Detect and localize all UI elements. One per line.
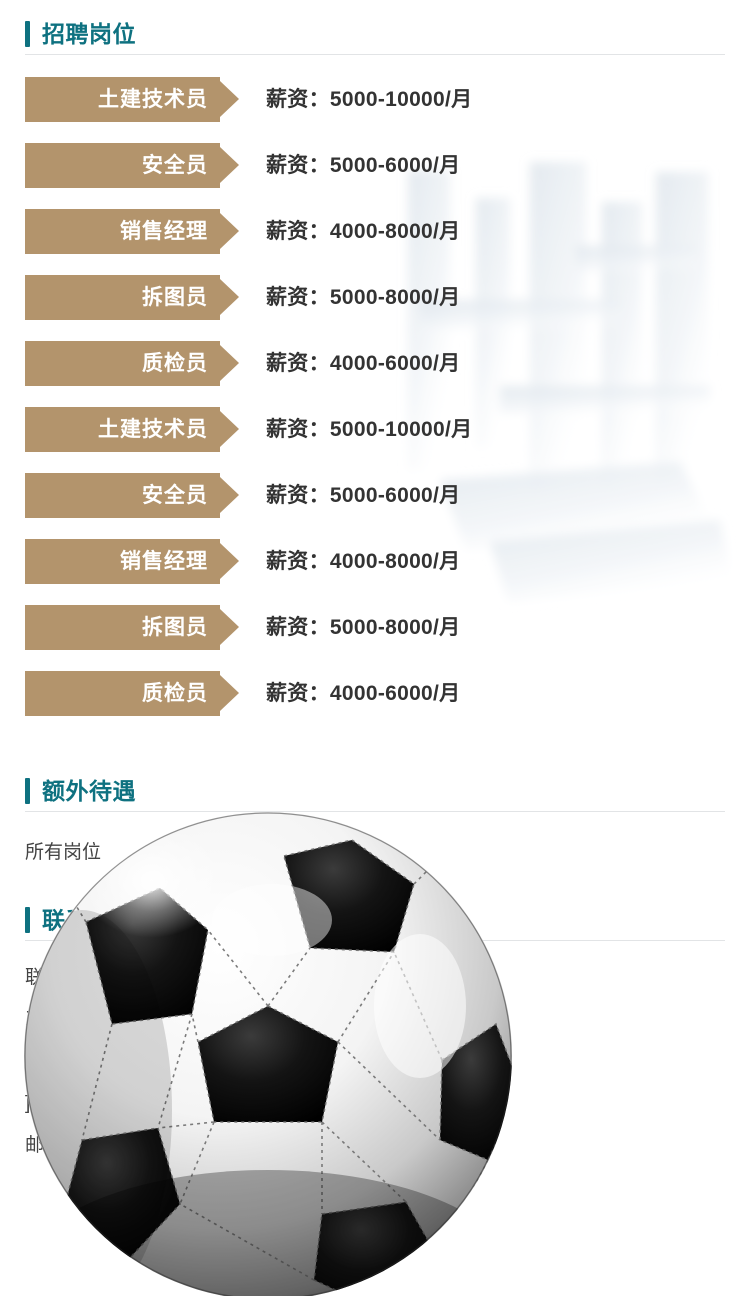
contact-heading-text: 联系方式 xyxy=(42,906,136,933)
heading-accent-bar xyxy=(25,907,30,933)
jobs-heading-text: 招聘岗位 xyxy=(42,20,136,47)
job-title: 安全员 xyxy=(142,154,208,177)
job-row[interactable]: 土建技术员 薪资：5000-10000/月 xyxy=(0,77,750,122)
job-salary: 薪资：4000-6000/月 xyxy=(266,352,461,375)
job-title: 拆图员 xyxy=(142,286,208,309)
benefits-spacer xyxy=(0,737,750,771)
contact-spacer xyxy=(0,872,750,900)
jobs-section-heading: 招聘岗位 xyxy=(0,14,750,54)
job-title-badge: 质检员 xyxy=(25,671,239,716)
job-title: 质检员 xyxy=(142,352,208,375)
benefits-heading-divider xyxy=(25,811,725,812)
job-salary: 薪资：5000-10000/月 xyxy=(266,418,473,441)
job-title-badge: 销售经理 xyxy=(25,209,239,254)
job-title: 安全员 xyxy=(142,484,208,507)
job-title-badge: 土建技术员 xyxy=(25,77,239,122)
job-row[interactable]: 销售经理 薪资：4000-8000/月 xyxy=(0,539,750,584)
job-title: 拆图员 xyxy=(142,616,208,639)
job-row[interactable]: 销售经理 薪资：4000-8000/月 xyxy=(0,209,750,254)
job-row[interactable]: 质检员 薪资：4000-6000/月 xyxy=(0,671,750,716)
contact-line: 号 xyxy=(25,1051,45,1072)
job-title: 土建技术员 xyxy=(98,88,208,111)
job-salary: 薪资：5000-6000/月 xyxy=(266,154,461,177)
job-title-badge: 安全员 xyxy=(25,143,239,188)
contact-line: 联 xyxy=(25,967,45,988)
contact-list: 联 工 号 ] 邮 xyxy=(0,941,750,1167)
contact-line: ] xyxy=(25,1093,31,1114)
job-salary: 薪资：4000-8000/月 xyxy=(266,550,461,573)
contact-line: 邮 xyxy=(25,1135,45,1156)
contact-line: 工 xyxy=(25,1009,45,1030)
job-salary: 薪资：5000-8000/月 xyxy=(266,616,461,639)
benefits-text: 所有岗位 xyxy=(25,842,102,863)
job-title: 销售经理 xyxy=(120,550,208,573)
job-title-badge: 土建技术员 xyxy=(25,407,239,452)
jobs-heading-divider xyxy=(25,54,725,55)
job-salary: 薪资：5000-8000/月 xyxy=(266,286,461,309)
job-salary: 薪资：4000-8000/月 xyxy=(266,220,461,243)
job-title-badge: 质检员 xyxy=(25,341,239,386)
job-row[interactable]: 土建技术员 薪资：5000-10000/月 xyxy=(0,407,750,452)
benefits-heading-text: 额外待遇 xyxy=(42,777,136,804)
job-row[interactable]: 拆图员 薪资：5000-8000/月 xyxy=(0,605,750,650)
job-row[interactable]: 质检员 薪资：4000-6000/月 xyxy=(0,341,750,386)
job-title-badge: 拆图员 xyxy=(25,605,239,650)
heading-accent-bar xyxy=(25,21,30,47)
job-salary: 薪资：4000-6000/月 xyxy=(266,682,461,705)
contact-section-heading: 联系方式 xyxy=(0,900,750,940)
job-title-badge: 拆图员 xyxy=(25,275,239,320)
job-title: 销售经理 xyxy=(120,220,208,243)
job-title-badge: 安全员 xyxy=(25,473,239,518)
job-title: 土建技术员 xyxy=(98,418,208,441)
job-list: 土建技术员 薪资：5000-10000/月 安全员 薪资：5000-6000/月… xyxy=(0,55,750,716)
job-row[interactable]: 安全员 薪资：5000-6000/月 xyxy=(0,473,750,518)
job-row[interactable]: 安全员 薪资：5000-6000/月 xyxy=(0,143,750,188)
job-row[interactable]: 拆图员 薪资：5000-8000/月 xyxy=(0,275,750,320)
top-spacer xyxy=(0,0,750,14)
benefits-section-heading: 额外待遇 xyxy=(0,771,750,811)
job-title-badge: 销售经理 xyxy=(25,539,239,584)
job-salary: 薪资：5000-10000/月 xyxy=(266,88,473,111)
heading-accent-bar xyxy=(25,778,30,804)
job-salary: 薪资：5000-6000/月 xyxy=(266,484,461,507)
job-title: 质检员 xyxy=(142,682,208,705)
